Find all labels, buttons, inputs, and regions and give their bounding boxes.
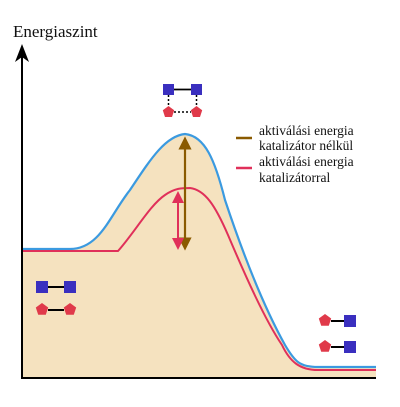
y-axis-label: Energiaszint <box>13 22 98 41</box>
products-icon <box>318 314 356 353</box>
curve-catalyzed <box>22 186 376 371</box>
transition-state-icon <box>162 84 203 117</box>
curve-uncatalyzed <box>22 132 376 369</box>
legend-label-uncatalyzed-1: aktiválási energia <box>259 123 354 138</box>
y-axis-arrowhead <box>15 44 29 62</box>
legend-label-catalyzed-1: aktiválási energia <box>259 154 354 169</box>
reactants-icon <box>35 281 77 315</box>
legend-label-uncatalyzed-2: katalizátor nélkül <box>259 138 353 153</box>
legend-label-catalyzed-2: katalizátorral <box>259 170 330 185</box>
energy-area-fill <box>22 134 376 378</box>
